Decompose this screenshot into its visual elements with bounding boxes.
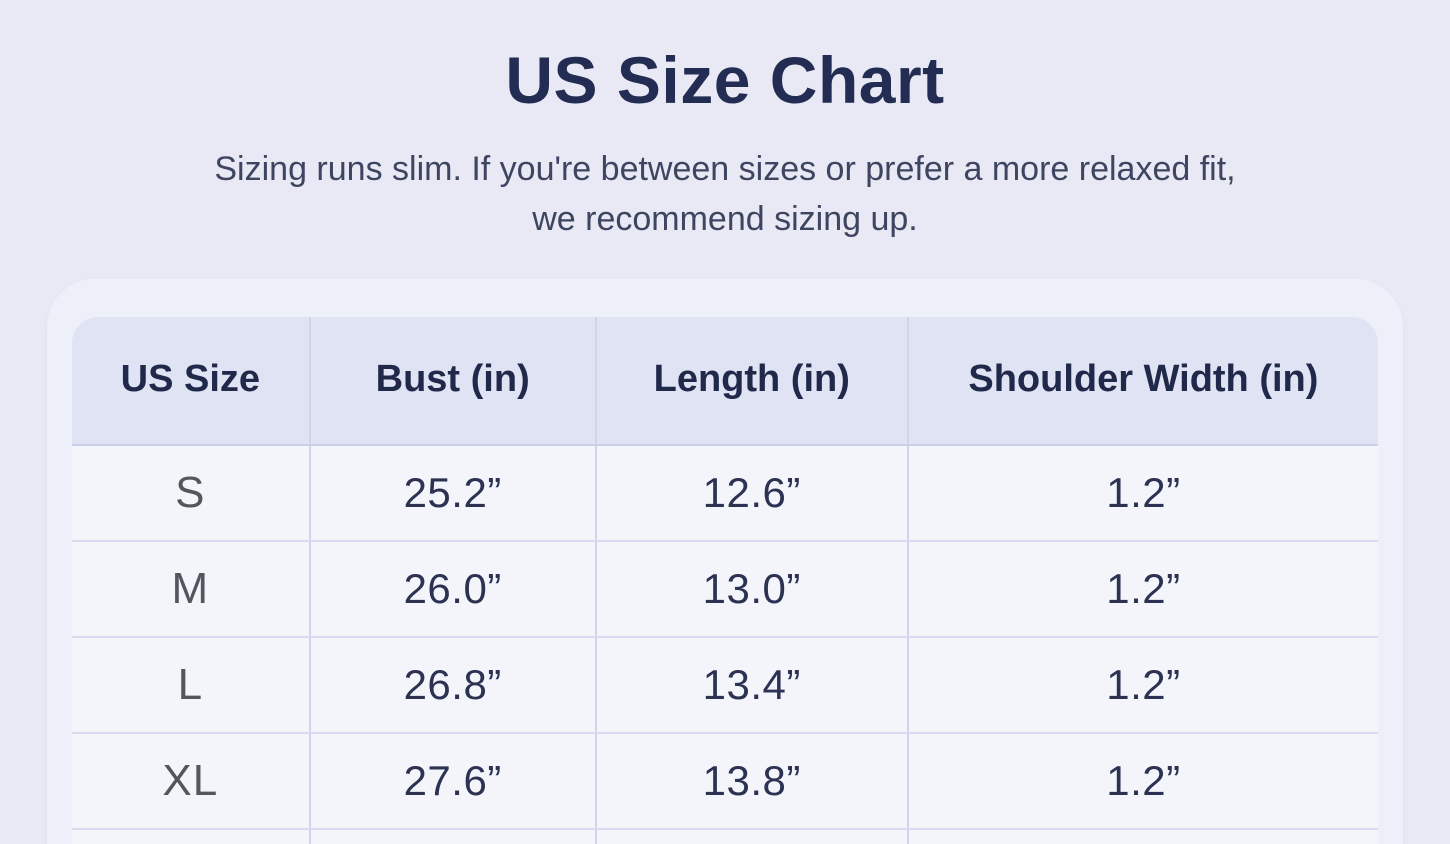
page-title: US Size Chart (505, 43, 945, 117)
subtitle-line-2: we recommend sizing up. (532, 200, 918, 239)
length-cell: 13.0” (595, 540, 909, 638)
page-subtitle: Sizing runs slim. If you're between size… (75, 144, 1375, 245)
size-cell: XL (72, 732, 311, 830)
size-chart-table-container: US Size Bust (in) Length (in) Shoulder W… (72, 316, 1378, 844)
empty-cell (309, 828, 597, 844)
table-body: S 25.2” 12.6” 1.2” M 26.0” 13.0” 1.2” L … (72, 444, 1378, 844)
table-row-s: S 25.2” 12.6” 1.2” (72, 444, 1378, 542)
empty-cell (72, 828, 311, 844)
size-cell: L (72, 636, 311, 734)
table-row-xl: XL 27.6” 13.8” 1.2” (72, 732, 1378, 830)
shoulder-cell: 1.2” (907, 732, 1378, 830)
size-cell: S (72, 444, 311, 542)
size-chart-table: US Size Bust (in) Length (in) Shoulder W… (72, 316, 1378, 844)
length-cell: 12.6” (595, 444, 909, 542)
bust-cell: 27.6” (309, 732, 597, 830)
subtitle-line-1: Sizing runs slim. If you're between size… (214, 150, 1236, 188)
size-cell: M (72, 540, 311, 638)
column-header-shoulder-width: Shoulder Width (in) (907, 316, 1378, 446)
table-row-clipped (72, 828, 1378, 844)
column-header-bust: Bust (in) (309, 316, 597, 446)
column-header-length: Length (in) (595, 316, 909, 446)
empty-cell (908, 829, 1378, 844)
size-chart-card: US Size Bust (in) Length (in) Shoulder W… (47, 278, 1403, 844)
bust-cell: 25.2” (309, 444, 597, 542)
table-header: US Size Bust (in) Length (in) Shoulder W… (72, 316, 1378, 446)
bust-cell: 26.8” (309, 636, 597, 734)
table-row-l: L 26.8” 13.4” 1.2” (72, 636, 1378, 734)
bust-cell: 26.0” (309, 540, 597, 638)
length-cell: 13.8” (595, 732, 909, 830)
empty-cell (595, 828, 909, 844)
table-row-m: M 26.0” 13.0” 1.2” (72, 540, 1378, 638)
shoulder-cell: 1.2” (907, 540, 1378, 638)
shoulder-cell: 1.2” (907, 444, 1378, 542)
length-cell: 13.4” (595, 636, 909, 734)
header-row: US Size Bust (in) Length (in) Shoulder W… (72, 316, 1378, 446)
shoulder-cell: 1.2” (907, 636, 1378, 734)
column-header-us-size: US Size (72, 316, 311, 446)
